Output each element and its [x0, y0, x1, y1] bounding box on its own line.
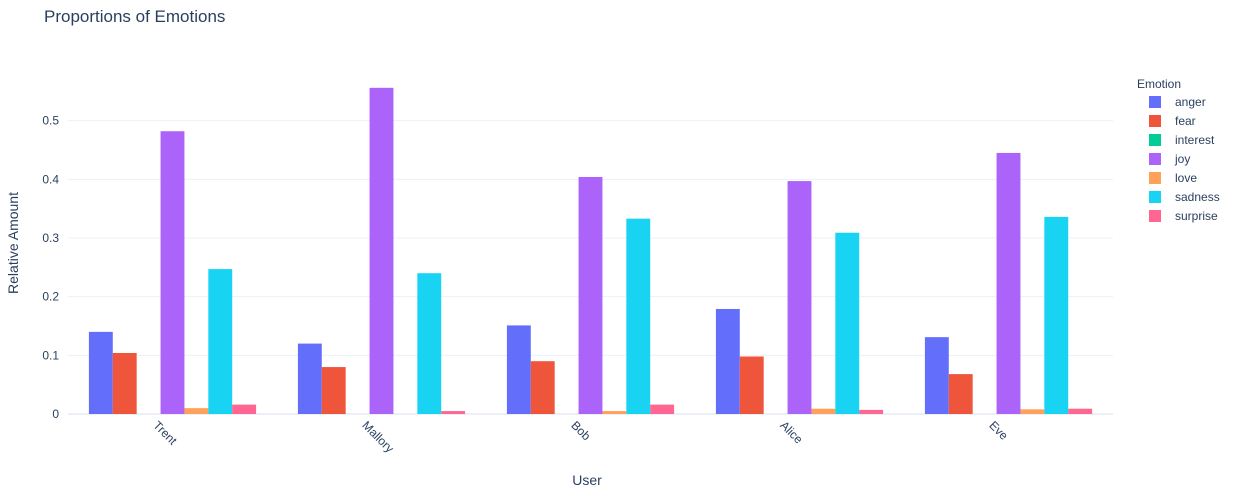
legend-title: Emotion	[1137, 77, 1181, 91]
y-axis-title: Relative Amount	[5, 192, 21, 294]
legend-swatch-interest[interactable]	[1149, 134, 1161, 146]
bar-joy-bob	[578, 176, 603, 414]
x-tick-label: Eve	[986, 418, 1011, 443]
chart-title: Proportions of Emotions	[44, 7, 225, 26]
bar-surprise-eve	[1068, 408, 1093, 414]
bar-surprise-alice	[859, 409, 884, 414]
x-axis-title: User	[572, 472, 602, 488]
y-tick-labels: 0 0.1 0.2 0.3 0.4 0.5	[42, 114, 59, 421]
bar-love-alice	[811, 408, 836, 414]
legend-swatch-anger[interactable]	[1149, 96, 1161, 108]
bar-joy-trent	[160, 131, 185, 414]
bar-anger-mallory	[297, 343, 322, 414]
bar-fear-bob	[530, 361, 555, 414]
legend-swatch-fear[interactable]	[1149, 115, 1161, 127]
legend-item-love[interactable]: love	[1175, 171, 1197, 185]
legend-swatch-surprise[interactable]	[1149, 210, 1161, 222]
bars	[88, 87, 1093, 415]
x-tick-labels: Trent Mallory Bob Alice Eve	[150, 418, 1011, 455]
bar-anger-eve	[924, 337, 949, 414]
bar-anger-alice	[715, 308, 740, 414]
bar-sadness-alice	[835, 232, 860, 414]
legend-item-sadness[interactable]: sadness	[1175, 190, 1220, 204]
bar-surprise-mallory	[441, 411, 466, 414]
bar-joy-mallory	[369, 87, 394, 415]
x-tick-label: Mallory	[359, 418, 396, 455]
x-tick-label: Alice	[777, 418, 806, 447]
legend-item-surprise[interactable]: surprise	[1175, 209, 1218, 223]
legend-item-joy[interactable]: joy	[1174, 152, 1190, 166]
x-tick-label: Bob	[568, 418, 593, 443]
bar-sadness-eve	[1044, 216, 1069, 414]
bar-fear-trent	[112, 352, 137, 414]
bar-love-trent	[184, 408, 209, 414]
bar-sadness-bob	[626, 218, 651, 414]
y-tick-label: 0.5	[42, 114, 59, 128]
bar-surprise-trent	[232, 404, 257, 414]
legend-item-interest[interactable]: interest	[1175, 133, 1215, 147]
bar-fear-mallory	[321, 367, 346, 414]
legend-item-fear[interactable]: fear	[1175, 114, 1196, 128]
bar-love-eve	[1020, 409, 1045, 414]
y-tick-label: 0.4	[42, 172, 59, 186]
y-tick-label: 0.2	[42, 290, 59, 304]
legend: Emotion anger fear interest joy love sadness s…	[1137, 77, 1220, 223]
legend-swatch-love[interactable]	[1149, 172, 1161, 184]
bar-sadness-trent	[208, 269, 233, 414]
bar-joy-alice	[787, 181, 812, 414]
bar-sadness-mallory	[417, 273, 442, 414]
bar-anger-bob	[506, 325, 531, 414]
bar-anger-trent	[88, 331, 113, 414]
x-tick-label: Trent	[150, 418, 180, 448]
bar-fear-alice	[739, 356, 764, 414]
y-tick-label: 0.3	[42, 231, 59, 245]
bar-fear-eve	[948, 374, 973, 414]
legend-swatch-joy[interactable]	[1149, 153, 1161, 165]
y-tick-label: 0	[52, 407, 59, 421]
legend-item-anger[interactable]: anger	[1175, 95, 1206, 109]
y-tick-label: 0.1	[42, 348, 59, 362]
bar-surprise-bob	[650, 404, 675, 414]
bar-joy-eve	[996, 152, 1021, 414]
bar-love-bob	[602, 411, 627, 414]
legend-swatch-sadness[interactable]	[1149, 191, 1161, 203]
